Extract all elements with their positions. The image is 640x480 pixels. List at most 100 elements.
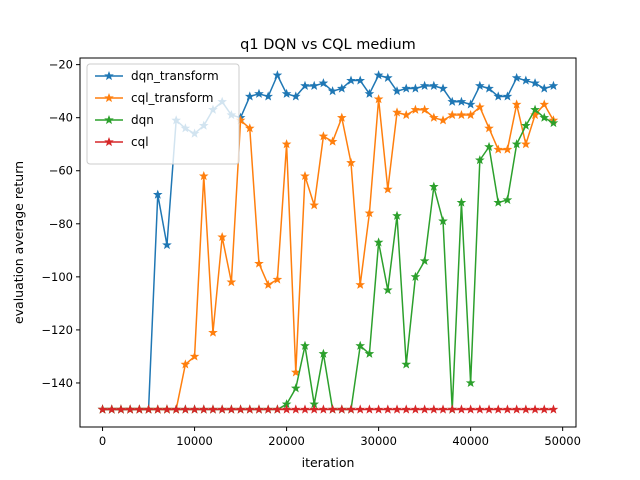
data-point xyxy=(180,404,191,414)
data-point xyxy=(290,404,301,414)
data-point xyxy=(373,237,384,247)
chart-title: q1 DQN vs CQL medium xyxy=(240,37,416,53)
legend-label: cql xyxy=(131,135,149,149)
data-point xyxy=(465,404,476,414)
data-point xyxy=(162,239,172,250)
data-point xyxy=(456,404,467,414)
data-point xyxy=(548,404,559,414)
data-point xyxy=(300,170,310,181)
data-point xyxy=(530,78,540,88)
legend-item-dqn_transform: dqn_transform xyxy=(95,69,219,83)
data-point xyxy=(475,404,485,414)
data-point xyxy=(465,109,476,120)
data-point xyxy=(318,348,329,358)
data-point xyxy=(484,123,494,133)
y-tick-label: −80 xyxy=(49,217,73,231)
data-point xyxy=(217,232,227,242)
data-point xyxy=(475,80,485,90)
y-tick-label: −120 xyxy=(41,323,73,337)
data-point xyxy=(235,404,246,414)
data-point xyxy=(521,139,531,149)
data-point xyxy=(419,404,430,414)
legend-item-dqn: dqn xyxy=(95,113,154,127)
x-tick-label: 20000 xyxy=(268,434,305,448)
data-point xyxy=(539,99,550,109)
data-point xyxy=(281,139,292,149)
data-point xyxy=(383,184,393,194)
data-point xyxy=(373,70,384,80)
data-point xyxy=(364,208,375,218)
y-tick-label: −20 xyxy=(49,58,73,72)
data-point xyxy=(401,109,412,120)
legend-marker xyxy=(104,114,114,125)
data-point xyxy=(511,72,522,82)
data-point xyxy=(383,285,393,295)
data-point xyxy=(309,80,320,90)
data-point xyxy=(429,181,439,191)
data-point xyxy=(493,404,504,414)
data-point xyxy=(447,96,458,106)
data-point xyxy=(226,404,237,414)
data-point xyxy=(392,210,402,220)
data-point xyxy=(318,78,329,88)
legend-marker xyxy=(104,70,114,81)
data-point xyxy=(493,91,504,101)
data-point xyxy=(309,404,320,414)
data-point xyxy=(401,404,412,414)
data-point xyxy=(125,404,135,414)
data-point xyxy=(226,277,237,287)
data-point xyxy=(327,404,338,414)
legend-item-cql_transform: cql_transform xyxy=(95,91,213,105)
data-point xyxy=(511,99,522,109)
data-point xyxy=(263,404,273,414)
data-point xyxy=(502,194,513,205)
data-point xyxy=(465,377,476,388)
data-point xyxy=(456,109,467,120)
data-point xyxy=(300,80,310,90)
data-point xyxy=(438,216,448,226)
data-point xyxy=(143,404,154,414)
data-point xyxy=(493,144,504,154)
data-point xyxy=(327,136,338,146)
data-point xyxy=(336,83,347,93)
data-point xyxy=(521,404,531,414)
data-point xyxy=(511,404,522,414)
data-point xyxy=(456,197,467,207)
legend-label: cql_transform xyxy=(131,91,213,105)
data-point xyxy=(346,75,356,85)
data-point xyxy=(447,109,458,120)
data-point xyxy=(254,258,264,268)
data-point xyxy=(263,279,273,289)
data-point xyxy=(97,404,108,414)
data-point xyxy=(152,404,163,414)
data-point xyxy=(309,200,320,210)
data-point xyxy=(217,404,227,414)
data-point xyxy=(189,351,200,361)
data-point xyxy=(180,359,191,369)
data-point xyxy=(346,404,356,414)
data-point xyxy=(290,91,301,101)
data-point xyxy=(336,112,347,122)
data-point xyxy=(539,83,550,93)
data-point xyxy=(447,404,458,414)
data-point xyxy=(475,102,485,112)
series-cql xyxy=(97,404,559,414)
data-point xyxy=(419,80,430,90)
data-point xyxy=(373,94,384,104)
y-tick-label: −140 xyxy=(41,376,73,390)
data-point xyxy=(290,383,301,393)
data-point xyxy=(171,404,181,414)
y-axis: −140 −120 −100 −80 −60 −40 −20 xyxy=(41,58,80,390)
data-point xyxy=(364,404,375,414)
data-point xyxy=(300,404,310,414)
data-point xyxy=(281,88,292,98)
data-point xyxy=(383,404,393,414)
data-point xyxy=(244,404,255,414)
data-point xyxy=(364,348,375,358)
data-point xyxy=(254,404,264,414)
data-point xyxy=(456,96,467,106)
y-tick-label: −100 xyxy=(41,270,73,284)
x-tick-label: 0 xyxy=(99,434,106,448)
